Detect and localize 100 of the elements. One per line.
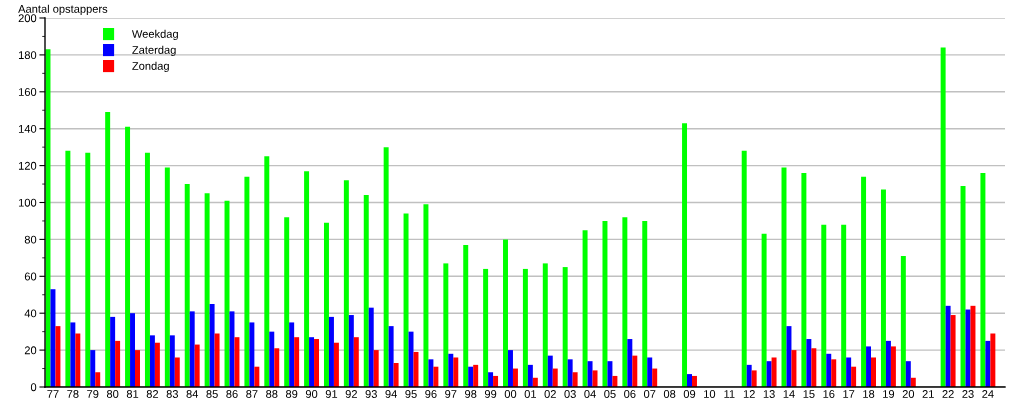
bar <box>110 316 116 387</box>
bar <box>587 361 593 387</box>
bar <box>189 311 195 387</box>
x-tick-label: 06 <box>624 390 636 398</box>
x-tick-label: 08 <box>663 390 676 398</box>
y-tick-label: 160 <box>18 88 37 96</box>
bar <box>692 375 697 387</box>
y-tick-label: 20 <box>24 346 37 355</box>
bar <box>214 333 220 387</box>
bar <box>309 337 315 387</box>
x-tick-label: 15 <box>803 390 815 398</box>
bar <box>811 348 817 387</box>
y-tick-label: 140 <box>18 124 37 133</box>
bar <box>791 350 797 387</box>
bar <box>512 368 518 387</box>
x-tick-label: 77 <box>47 390 59 398</box>
x-tick-label: 86 <box>226 390 238 398</box>
y-tick-label: 120 <box>18 161 37 170</box>
bar <box>423 204 429 387</box>
bar <box>582 230 588 387</box>
bar <box>806 339 812 387</box>
bar <box>70 322 76 387</box>
bar <box>542 263 548 387</box>
bar <box>567 359 573 387</box>
x-tick-label: 01 <box>524 390 537 398</box>
bar <box>234 337 240 387</box>
x-tick-label: 24 <box>982 390 994 398</box>
bar <box>627 339 633 387</box>
bar <box>826 353 832 387</box>
x-tick-label: 84 <box>186 390 199 398</box>
y-tick-label: 100 <box>18 198 37 207</box>
x-tick-label: 85 <box>206 390 218 398</box>
bar <box>900 256 906 387</box>
x-tick-label: 91 <box>325 390 338 398</box>
x-tick-label: 05 <box>604 390 616 398</box>
x-tick-label: 90 <box>305 390 318 398</box>
bar <box>632 355 638 387</box>
bar <box>115 340 121 387</box>
bar <box>602 220 608 387</box>
bar <box>448 353 454 387</box>
bar <box>289 322 295 387</box>
bar <box>473 364 479 387</box>
bar <box>125 126 131 387</box>
bar <box>493 375 499 387</box>
bar <box>363 195 369 387</box>
bar <box>960 185 966 387</box>
bar <box>184 184 190 387</box>
x-tick-label: 12 <box>743 390 755 398</box>
bar <box>851 366 857 387</box>
bar <box>249 322 255 387</box>
x-tick-label: 87 <box>246 390 258 398</box>
y-tick-label: 60 <box>24 272 37 281</box>
x-tick-label: 04 <box>584 390 596 398</box>
bar <box>244 176 250 387</box>
bar <box>204 193 210 387</box>
bar <box>323 222 329 387</box>
bar <box>940 47 946 387</box>
bar <box>547 355 553 387</box>
bar <box>871 357 876 387</box>
bar <box>970 305 976 387</box>
bar <box>652 368 658 387</box>
bar <box>408 331 414 387</box>
x-tick-label: 79 <box>87 390 99 398</box>
bar <box>50 289 56 387</box>
bar <box>527 364 533 387</box>
bar <box>254 366 260 387</box>
bar <box>164 167 170 387</box>
bar <box>130 313 136 387</box>
y-tick-label: 180 <box>18 51 37 60</box>
bar <box>274 348 280 387</box>
x-tick-label: 16 <box>823 390 835 398</box>
bar <box>433 366 439 387</box>
x-tick-label: 88 <box>266 390 278 398</box>
bar <box>343 180 349 387</box>
bar <box>642 220 648 387</box>
x-tick-label: 96 <box>425 390 437 398</box>
bar <box>841 224 847 387</box>
x-tick-label: 14 <box>783 390 795 398</box>
bar <box>771 357 777 387</box>
x-tick-label: 98 <box>465 390 477 398</box>
bar <box>468 366 474 387</box>
bar <box>314 339 320 387</box>
bar <box>483 268 489 387</box>
bar <box>368 307 374 387</box>
bar <box>224 200 230 387</box>
bar <box>443 263 449 387</box>
bar <box>786 326 792 387</box>
bar <box>761 233 767 387</box>
y-tick-label: 80 <box>24 235 37 244</box>
y-tick-label: 0 <box>30 383 37 392</box>
bar <box>388 326 394 387</box>
bar <box>383 147 389 387</box>
bar <box>174 357 180 387</box>
x-tick-label: 92 <box>345 390 357 398</box>
x-tick-label: 99 <box>484 390 497 398</box>
bar <box>284 217 290 387</box>
legend-label: Weekdag <box>131 29 178 41</box>
bar <box>403 213 409 387</box>
bar <box>149 335 155 387</box>
bar <box>393 363 399 387</box>
